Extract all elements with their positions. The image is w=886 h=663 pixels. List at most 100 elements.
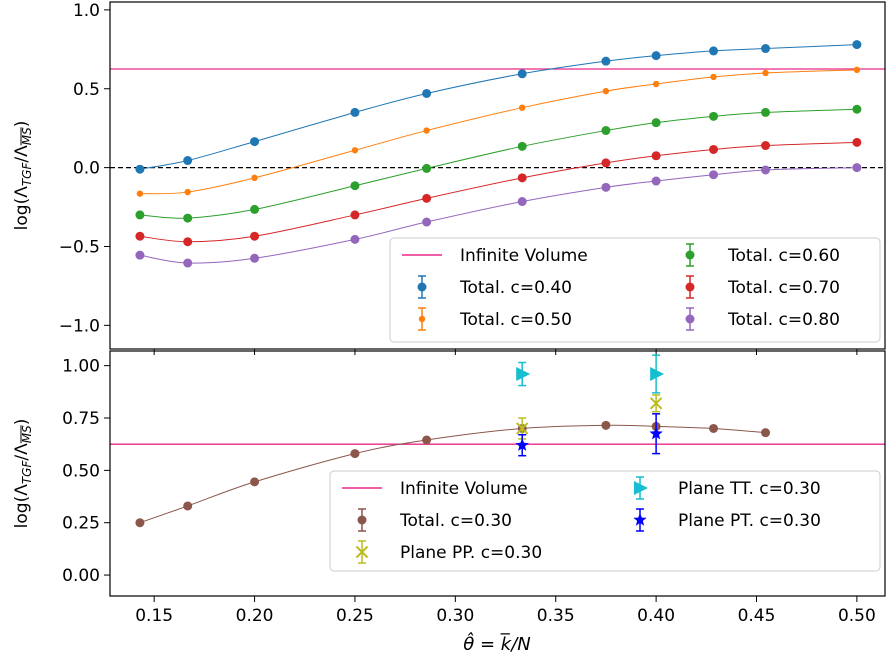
legend-label: Total. c=0.30 <box>399 511 512 531</box>
y-axis-label-part: MS <box>20 127 34 145</box>
data-point <box>250 204 260 214</box>
series-curve-0 <box>139 44 857 170</box>
legend-label: Plane PP. c=0.30 <box>400 543 542 563</box>
data-point <box>852 104 862 114</box>
data-point <box>517 69 527 79</box>
legend-label: Plane PT. c=0.30 <box>678 511 821 531</box>
x-tick-label: 0.35 <box>537 606 575 626</box>
data-point <box>183 501 193 511</box>
y-tick-label: −1.0 <box>59 316 100 336</box>
y-tick-label: 1.00 <box>62 357 100 377</box>
y-tick-label: −0.5 <box>59 237 100 257</box>
data-point <box>250 477 260 487</box>
data-point <box>516 367 531 382</box>
data-point <box>422 88 432 98</box>
data-point <box>761 141 771 151</box>
x-tick-label: 0.50 <box>838 606 876 626</box>
y-tick-label: 0.50 <box>62 461 100 481</box>
legend: Infinite Volume Total. c=0.40 Total. c=0.5… <box>389 237 881 343</box>
y-axis-label-part: ) <box>12 121 32 128</box>
y-axis-label-part: MS <box>20 425 34 443</box>
legend-marker-swatch <box>418 315 426 323</box>
legend-marker-swatch <box>417 282 427 292</box>
top-panel: −1.0 −0.5 0.0 0.5 1.0 log(ΛTGF​/ΛMS​) Infinite… <box>12 1 886 355</box>
y-axis-label-part: /Λ <box>12 443 32 461</box>
data-point <box>422 163 432 173</box>
x-tick-label: 0.30 <box>436 606 474 626</box>
data-point <box>602 87 610 95</box>
data-point <box>136 190 144 197</box>
y-tick-label: 0.0 <box>73 159 100 179</box>
series-curve-0 <box>139 424 766 524</box>
data-point <box>852 137 862 147</box>
data-point <box>515 422 529 435</box>
plot-area <box>110 40 885 268</box>
data-point <box>762 69 769 77</box>
data-point <box>422 435 432 445</box>
y-tick-label: 0.5 <box>73 80 100 100</box>
legend-marker-swatch <box>357 515 367 525</box>
legend-label: Infinite Volume <box>460 246 588 266</box>
y-axis-label: log(ΛTGF​/ΛMS​) <box>12 121 34 231</box>
legend-label: Infinite Volume <box>400 479 528 499</box>
data-point <box>517 173 527 183</box>
data-point <box>518 104 526 111</box>
data-point <box>601 56 611 66</box>
legend-marker-swatch <box>634 481 648 495</box>
x-axis-label: θ̂ = k̅/N <box>463 632 531 655</box>
data-point <box>250 253 260 263</box>
data-point <box>422 193 432 203</box>
y-axis-label-part: TGF <box>20 162 34 187</box>
y-axis-label-part: log(Λ <box>12 484 32 529</box>
data-point <box>601 126 611 136</box>
data-point <box>651 118 661 128</box>
data-point <box>250 231 260 241</box>
legend-label: Total. c=0.60 <box>727 246 840 266</box>
data-point <box>135 210 145 220</box>
data-point <box>852 40 862 50</box>
x-axis-label-theta: θ̂ <box>463 632 474 655</box>
x-tick-label: 0.25 <box>336 606 374 626</box>
legend-label: Total. c=0.70 <box>727 278 840 298</box>
series-curve-1 <box>139 69 857 195</box>
data-point <box>709 170 719 180</box>
y-axis-label-part: log(Λ <box>12 186 32 231</box>
data-point <box>601 420 611 430</box>
x-axis-label-eq: = <box>474 634 501 655</box>
x-axis-label-n: /N <box>509 634 531 655</box>
legend-marker-swatch <box>633 513 647 526</box>
data-point <box>183 258 193 268</box>
x-tick-label: 0.20 <box>236 606 274 626</box>
data-point <box>135 164 145 174</box>
y-tick-label: 0.75 <box>62 409 100 429</box>
data-point <box>652 80 660 88</box>
data-point <box>183 156 193 166</box>
legend-label: Plane TT. c=0.30 <box>678 479 821 499</box>
series-curve-4 <box>139 167 857 264</box>
y-tick-label: 1.0 <box>73 1 100 21</box>
series-curve-2 <box>139 108 857 219</box>
data-point <box>350 449 360 459</box>
legend-label: Total. c=0.80 <box>727 310 840 330</box>
data-point <box>422 217 432 227</box>
data-point <box>183 213 193 223</box>
data-point <box>709 46 719 56</box>
data-point <box>601 158 611 168</box>
data-point <box>350 210 360 220</box>
legend-label: Total. c=0.40 <box>459 278 572 298</box>
legend-marker-swatch <box>355 545 369 559</box>
x-tick-label: 0.15 <box>135 606 173 626</box>
y-axis-label-part: ) <box>12 419 32 426</box>
legend-label: Total. c=0.50 <box>459 310 572 330</box>
y-tick-label: 0.25 <box>62 514 100 534</box>
data-point <box>350 181 360 191</box>
data-point <box>135 250 145 260</box>
legend-box <box>389 237 881 343</box>
data-point <box>183 237 193 247</box>
data-point <box>651 151 661 161</box>
series-curve-3 <box>139 141 857 243</box>
data-point <box>761 428 771 438</box>
data-point <box>709 111 719 121</box>
x-axis-label-k: k̅ <box>500 633 513 655</box>
